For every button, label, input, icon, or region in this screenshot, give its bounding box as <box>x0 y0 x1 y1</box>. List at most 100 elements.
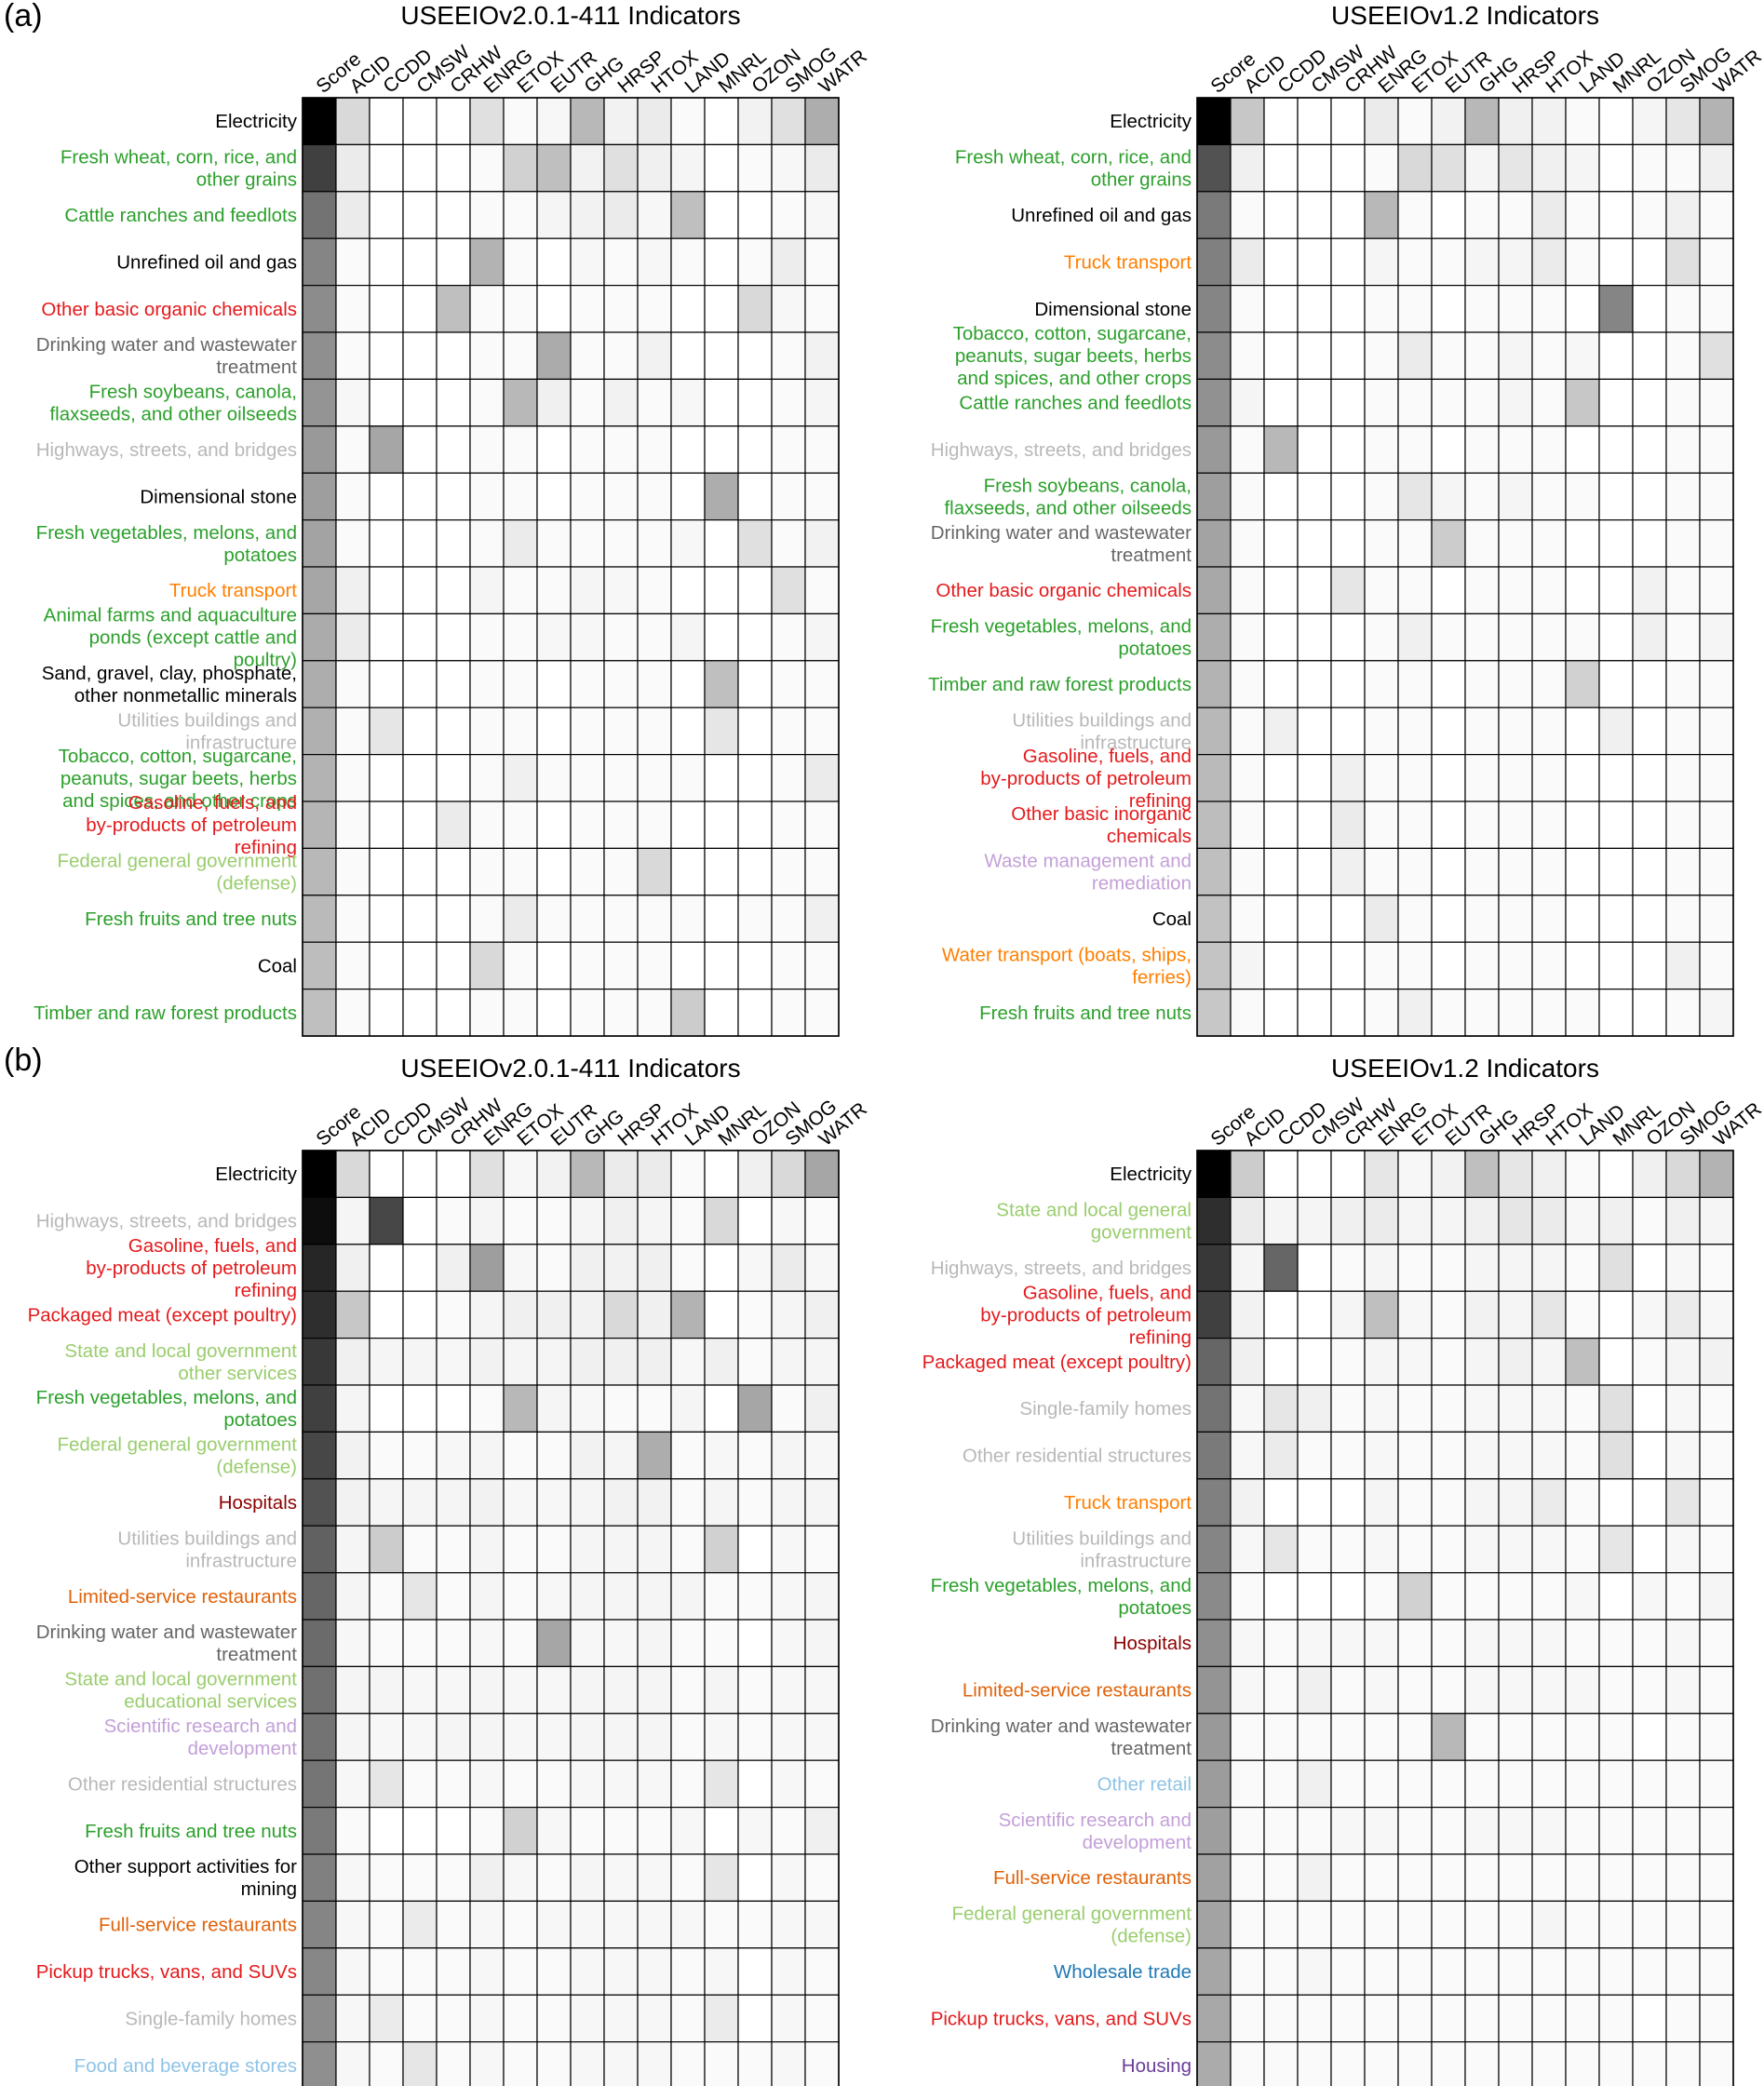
heatmap-cell <box>637 1478 672 1527</box>
heatmap-cell <box>1498 566 1533 615</box>
heatmap-cell <box>804 143 840 193</box>
heatmap-cell <box>1263 1525 1299 1574</box>
heatmap-cell <box>436 801 471 850</box>
heatmap-cell <box>1364 1525 1399 1574</box>
heatmap-cell <box>771 1759 806 1809</box>
heatmap-cell <box>1699 97 1734 146</box>
heatmap-cell <box>737 1713 773 1761</box>
heatmap-cell <box>302 1665 337 1715</box>
heatmap-cell <box>603 895 639 943</box>
heatmap-cell <box>1297 847 1332 896</box>
heatmap-cell <box>771 143 806 193</box>
heatmap-cell <box>369 472 404 521</box>
heatmap-cell <box>704 1713 739 1761</box>
heatmap-cell <box>1598 1994 1634 2043</box>
heatmap-cell <box>1498 1150 1533 1199</box>
heatmap-cell <box>1531 660 1567 708</box>
heatmap-cell <box>603 1713 639 1761</box>
heatmap-cell <box>503 847 538 896</box>
heatmap-cell <box>670 1150 706 1199</box>
heatmap-cell <box>1632 1244 1667 1292</box>
heatmap-cell <box>1397 331 1433 381</box>
heatmap-cell <box>402 1525 438 1574</box>
heatmap-cell <box>1397 660 1433 708</box>
heatmap-cell <box>1699 753 1734 802</box>
heatmap-cell <box>1498 1947 1533 1996</box>
heatmap-cell <box>503 1337 538 1386</box>
heatmap-cell <box>1431 1713 1466 1761</box>
row-label: Pickup trucks, vans, and SUVs <box>931 2008 1192 2029</box>
heatmap-cell <box>1431 753 1466 802</box>
heatmap-cell <box>536 143 572 193</box>
heatmap-cell <box>1699 2041 1734 2086</box>
heatmap-cell <box>1397 1853 1433 1903</box>
heatmap-cell <box>1397 895 1433 943</box>
heatmap-cell <box>1531 801 1567 850</box>
heatmap-cell <box>771 566 806 615</box>
heatmap-cell <box>637 518 672 568</box>
heatmap-cell <box>1196 1384 1232 1433</box>
heatmap-cell <box>1364 1244 1399 1292</box>
heatmap-cell <box>804 378 840 427</box>
heatmap-cell <box>704 237 739 287</box>
heatmap-cell <box>536 1900 572 1949</box>
heatmap-cell <box>335 1665 370 1715</box>
heatmap-cell <box>335 1853 370 1903</box>
heatmap-cell <box>1464 1900 1500 1949</box>
heatmap-cell <box>469 1806 505 1855</box>
heatmap-cell <box>737 518 773 568</box>
heatmap-cell <box>536 1759 572 1809</box>
heatmap-cell <box>704 1947 739 1996</box>
heatmap-cell <box>1297 191 1332 239</box>
heatmap-cell <box>1699 988 1734 1037</box>
heatmap-cell <box>1598 1525 1634 1574</box>
heatmap-cell <box>369 518 404 568</box>
row-label: Utilities buildings and infrastructure <box>117 709 297 753</box>
heatmap-cell <box>335 1571 370 1621</box>
heatmap-cell <box>637 1150 672 1199</box>
heatmap-cell <box>1230 988 1265 1037</box>
heatmap-cell <box>1464 1384 1500 1433</box>
heatmap-cell <box>1565 847 1600 896</box>
heatmap-cell <box>503 801 538 850</box>
heatmap-cell <box>737 1431 773 1480</box>
heatmap-cell <box>436 518 471 568</box>
heatmap-cell <box>1531 331 1567 381</box>
heatmap-cell <box>771 1384 806 1433</box>
heatmap-cell <box>570 1665 605 1715</box>
heatmap-cell <box>1632 801 1667 850</box>
heatmap-cell <box>1498 1900 1533 1949</box>
heatmap-cell <box>771 1713 806 1761</box>
heatmap-cell <box>302 660 337 708</box>
heatmap-cell <box>1464 707 1500 756</box>
row-label: Animal farms and aquaculture ponds (excep… <box>44 605 297 671</box>
heatmap-cell <box>1263 1759 1299 1809</box>
heatmap-cell <box>737 1196 773 1245</box>
heatmap-cell <box>637 1947 672 1996</box>
row-label: Truck transport <box>1064 1492 1192 1514</box>
heatmap-cell <box>536 378 572 427</box>
heatmap-cell <box>704 331 739 381</box>
heatmap-cell <box>1397 143 1433 193</box>
heatmap-cell <box>469 988 505 1037</box>
heatmap-cell <box>804 1806 840 1855</box>
heatmap-cell <box>302 1525 337 1574</box>
heatmap-cell <box>1665 660 1701 708</box>
heatmap-cell <box>1498 1853 1533 1903</box>
heatmap-cell <box>402 1290 438 1339</box>
heatmap-cell <box>1364 1947 1399 1996</box>
heatmap-cell <box>1665 285 1701 333</box>
heatmap-cell <box>1531 1196 1567 1245</box>
heatmap-cell <box>369 612 404 662</box>
heatmap-cell <box>737 425 773 474</box>
heatmap-cell <box>1330 801 1366 850</box>
heatmap-cell <box>1297 97 1332 146</box>
heatmap-cell <box>1464 237 1500 287</box>
heatmap-cell <box>1565 1384 1600 1433</box>
row-label: Highways, streets, and bridges <box>36 1211 297 1232</box>
heatmap-cell <box>570 1244 605 1292</box>
heatmap-cell <box>737 1665 773 1715</box>
heatmap-cell <box>704 847 739 896</box>
heatmap-cell <box>335 285 370 333</box>
heatmap-cell <box>369 895 404 943</box>
